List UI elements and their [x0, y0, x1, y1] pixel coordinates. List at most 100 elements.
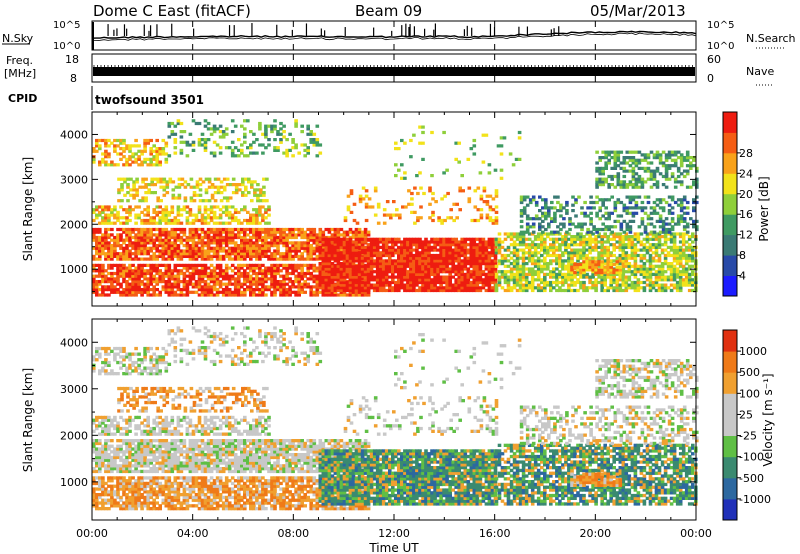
power-cell	[309, 274, 313, 278]
power-cell	[227, 210, 232, 214]
power-cell	[104, 208, 108, 212]
power-cell	[191, 263, 196, 267]
power-cell	[95, 274, 99, 278]
power-cell	[107, 263, 111, 267]
power-cell	[348, 235, 353, 240]
power-cell	[300, 277, 304, 281]
power-cell	[394, 288, 398, 293]
power-cell	[215, 244, 220, 248]
power-cell	[218, 280, 223, 284]
power-cell	[116, 213, 120, 217]
power-cell	[388, 256, 392, 260]
power-cell	[240, 241, 244, 245]
power-cell	[288, 246, 292, 250]
power-cell	[267, 254, 271, 258]
power-cell	[122, 266, 126, 270]
power-cell	[282, 252, 286, 256]
power-cell	[179, 241, 184, 245]
power-cell	[246, 210, 250, 214]
power-cell	[262, 199, 266, 203]
power-cell	[125, 274, 129, 278]
power-cell	[143, 285, 147, 289]
power-cell	[279, 227, 283, 232]
power-cell	[204, 199, 209, 203]
power-cell	[285, 154, 289, 158]
power-cell	[98, 269, 102, 273]
power-cell	[128, 230, 132, 234]
power-cell	[243, 254, 247, 258]
power-cell	[161, 254, 166, 258]
power-cell	[101, 235, 105, 240]
power-cell	[330, 270, 335, 274]
power-cell	[227, 280, 232, 284]
plot-title: Dome C East (fitACF)	[93, 2, 251, 20]
power-cell	[494, 205, 499, 209]
power-cell	[159, 177, 163, 181]
power-cell	[161, 218, 166, 223]
power-cell	[128, 254, 132, 258]
power-cell	[264, 246, 268, 250]
power-cell	[227, 230, 232, 234]
power-cell	[392, 200, 396, 204]
power-cell	[164, 227, 169, 232]
power-cell	[369, 259, 374, 263]
power-cell	[206, 244, 211, 248]
power-cell	[173, 235, 178, 240]
power-cell	[155, 210, 159, 214]
power-cell	[261, 293, 265, 297]
power-cell	[149, 157, 153, 161]
power-cell	[209, 230, 214, 234]
power-cell	[369, 278, 374, 282]
power-cell	[240, 246, 244, 250]
power-cell	[188, 282, 193, 286]
power-cell	[497, 232, 502, 236]
power-cell	[125, 160, 129, 164]
power-cell	[246, 218, 250, 223]
power-cell	[179, 213, 184, 217]
power-cell	[315, 277, 320, 281]
power-cell	[198, 183, 203, 187]
power-cell	[218, 290, 223, 294]
power-cell	[375, 283, 380, 287]
power-cell	[195, 185, 200, 189]
power-cell	[212, 266, 217, 270]
power-cell	[182, 263, 187, 267]
power-cell	[639, 232, 644, 236]
power-cell	[288, 293, 292, 297]
power-cell	[400, 262, 404, 266]
power-cell	[140, 274, 144, 278]
power-cell	[360, 277, 365, 281]
power-cell	[209, 271, 214, 276]
power-cell	[366, 269, 371, 273]
power-cell	[203, 143, 208, 147]
power-cell	[101, 244, 105, 248]
power-cell	[167, 235, 172, 240]
power-cell	[252, 235, 256, 240]
power-cell	[237, 252, 241, 256]
power-cell	[273, 148, 277, 152]
power-cell	[240, 221, 244, 225]
power-cell	[246, 238, 250, 242]
power-cell	[378, 262, 383, 266]
power-cell	[170, 244, 175, 248]
power-cell	[140, 152, 144, 156]
power-cell	[101, 266, 105, 270]
power-cell	[255, 221, 259, 225]
power-cell	[161, 252, 166, 256]
power-cell	[176, 238, 181, 242]
power-cell	[475, 237, 480, 241]
power-cell	[297, 227, 301, 232]
power-cell	[366, 245, 371, 249]
power-cell	[134, 235, 138, 240]
power-cell	[403, 264, 407, 268]
power-cell	[300, 233, 304, 237]
power-cell	[207, 199, 212, 203]
power-cell	[197, 241, 202, 245]
power-cell	[297, 293, 301, 297]
power-cell	[370, 205, 375, 209]
power-cell	[188, 238, 193, 242]
power-cell	[249, 218, 253, 223]
power-cell	[294, 269, 298, 273]
power-cell	[342, 283, 347, 287]
power-cell	[212, 151, 217, 155]
